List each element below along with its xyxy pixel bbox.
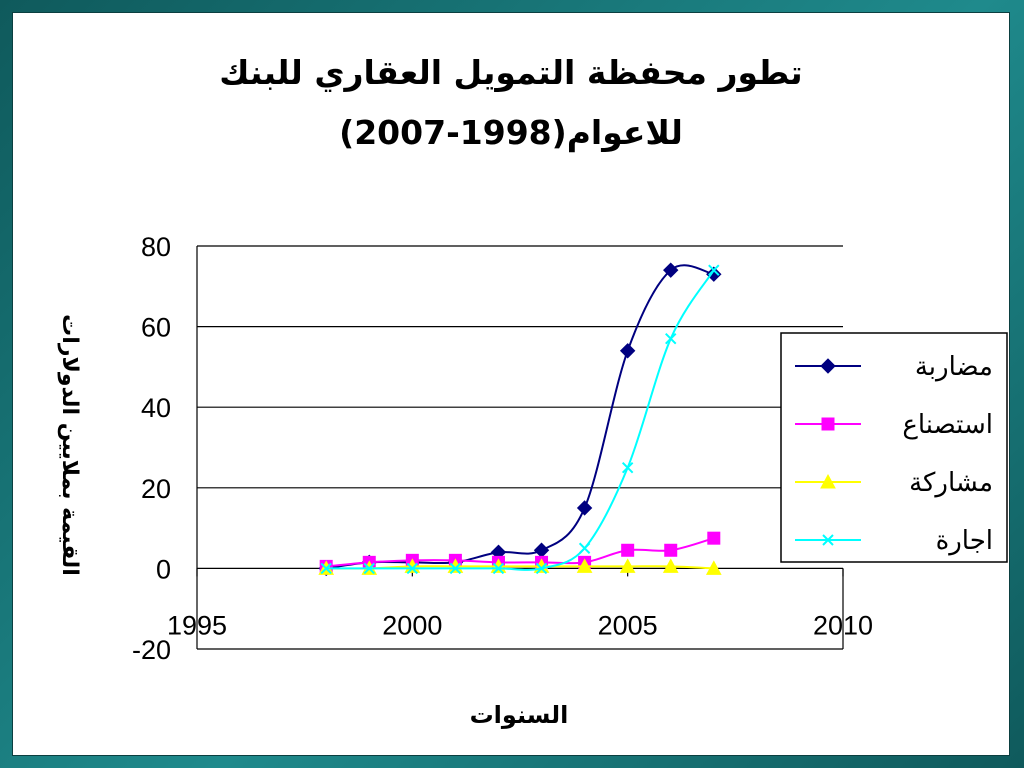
chart-title-line-2: للاعوام(1998-2007) — [339, 113, 683, 152]
x-tick-label: 2000 — [382, 610, 442, 640]
data-point — [621, 543, 635, 557]
legend-label: مضاربة — [915, 352, 993, 382]
y-tick-label: 80 — [141, 232, 171, 262]
y-tick-label: 60 — [141, 313, 171, 343]
legend-label: اجارة — [936, 526, 993, 556]
data-point — [619, 558, 636, 573]
data-point — [578, 542, 591, 554]
legend-box — [780, 332, 1008, 563]
data-point — [619, 343, 636, 359]
legend-swatch-marker — [820, 473, 836, 489]
data-point — [533, 542, 550, 558]
data-point — [363, 562, 375, 575]
data-point — [320, 562, 332, 575]
data-point — [576, 500, 593, 516]
slide: تطور محفظة التمويل العقاري للبنك للاعوام… — [12, 12, 1010, 756]
data-point — [707, 531, 721, 545]
data-point — [664, 543, 678, 557]
y-tick-label: 20 — [141, 474, 171, 504]
legend-label: مشاركة — [909, 468, 993, 498]
data-point — [449, 562, 462, 575]
x-axis-title: السنوات — [470, 701, 569, 729]
y-tick-label: 0 — [156, 554, 171, 584]
x-tick-label: 1995 — [167, 610, 227, 640]
series-line — [326, 269, 715, 571]
data-point — [492, 562, 505, 575]
series-line — [326, 264, 715, 570]
legend-label: استصناع — [902, 410, 993, 440]
legend-item: مضاربة — [795, 352, 993, 382]
legend-swatch-marker — [820, 358, 836, 374]
data-point — [576, 558, 593, 573]
series-1 — [318, 262, 722, 577]
series-line — [326, 565, 714, 570]
chart-title-line-1: تطور محفظة التمويل العقاري للبنك — [219, 53, 803, 92]
data-point — [662, 558, 679, 573]
data-point — [706, 266, 722, 282]
data-point — [663, 262, 679, 278]
x-tick-label: 2010 — [813, 610, 873, 640]
y-tick-label: 40 — [141, 393, 171, 423]
legend-item: مشاركة — [795, 468, 993, 498]
y-axis-title: القيمة بملايين الدولارات — [57, 314, 82, 576]
data-point — [708, 264, 720, 276]
y-tick-label: -20 — [132, 635, 171, 665]
legend-item: استصناع — [795, 410, 993, 440]
x-tick-label: 2005 — [598, 610, 658, 640]
data-point — [406, 562, 419, 575]
legend-item: اجارة — [795, 526, 993, 556]
legend-swatch-marker — [822, 534, 834, 546]
series-line — [326, 537, 715, 568]
line-chart: -20 0 20 40 60 80 1995 2000 2005 2010 السنوات القيم… — [57, 232, 1008, 729]
legend: مضاربة استصناع مشاركة اجارة — [780, 332, 1008, 563]
data-point — [705, 560, 722, 575]
data-point — [665, 332, 677, 345]
series-4 — [320, 264, 720, 575]
data-point — [535, 562, 548, 575]
data-point — [621, 461, 634, 474]
legend-swatch-marker — [821, 417, 835, 431]
